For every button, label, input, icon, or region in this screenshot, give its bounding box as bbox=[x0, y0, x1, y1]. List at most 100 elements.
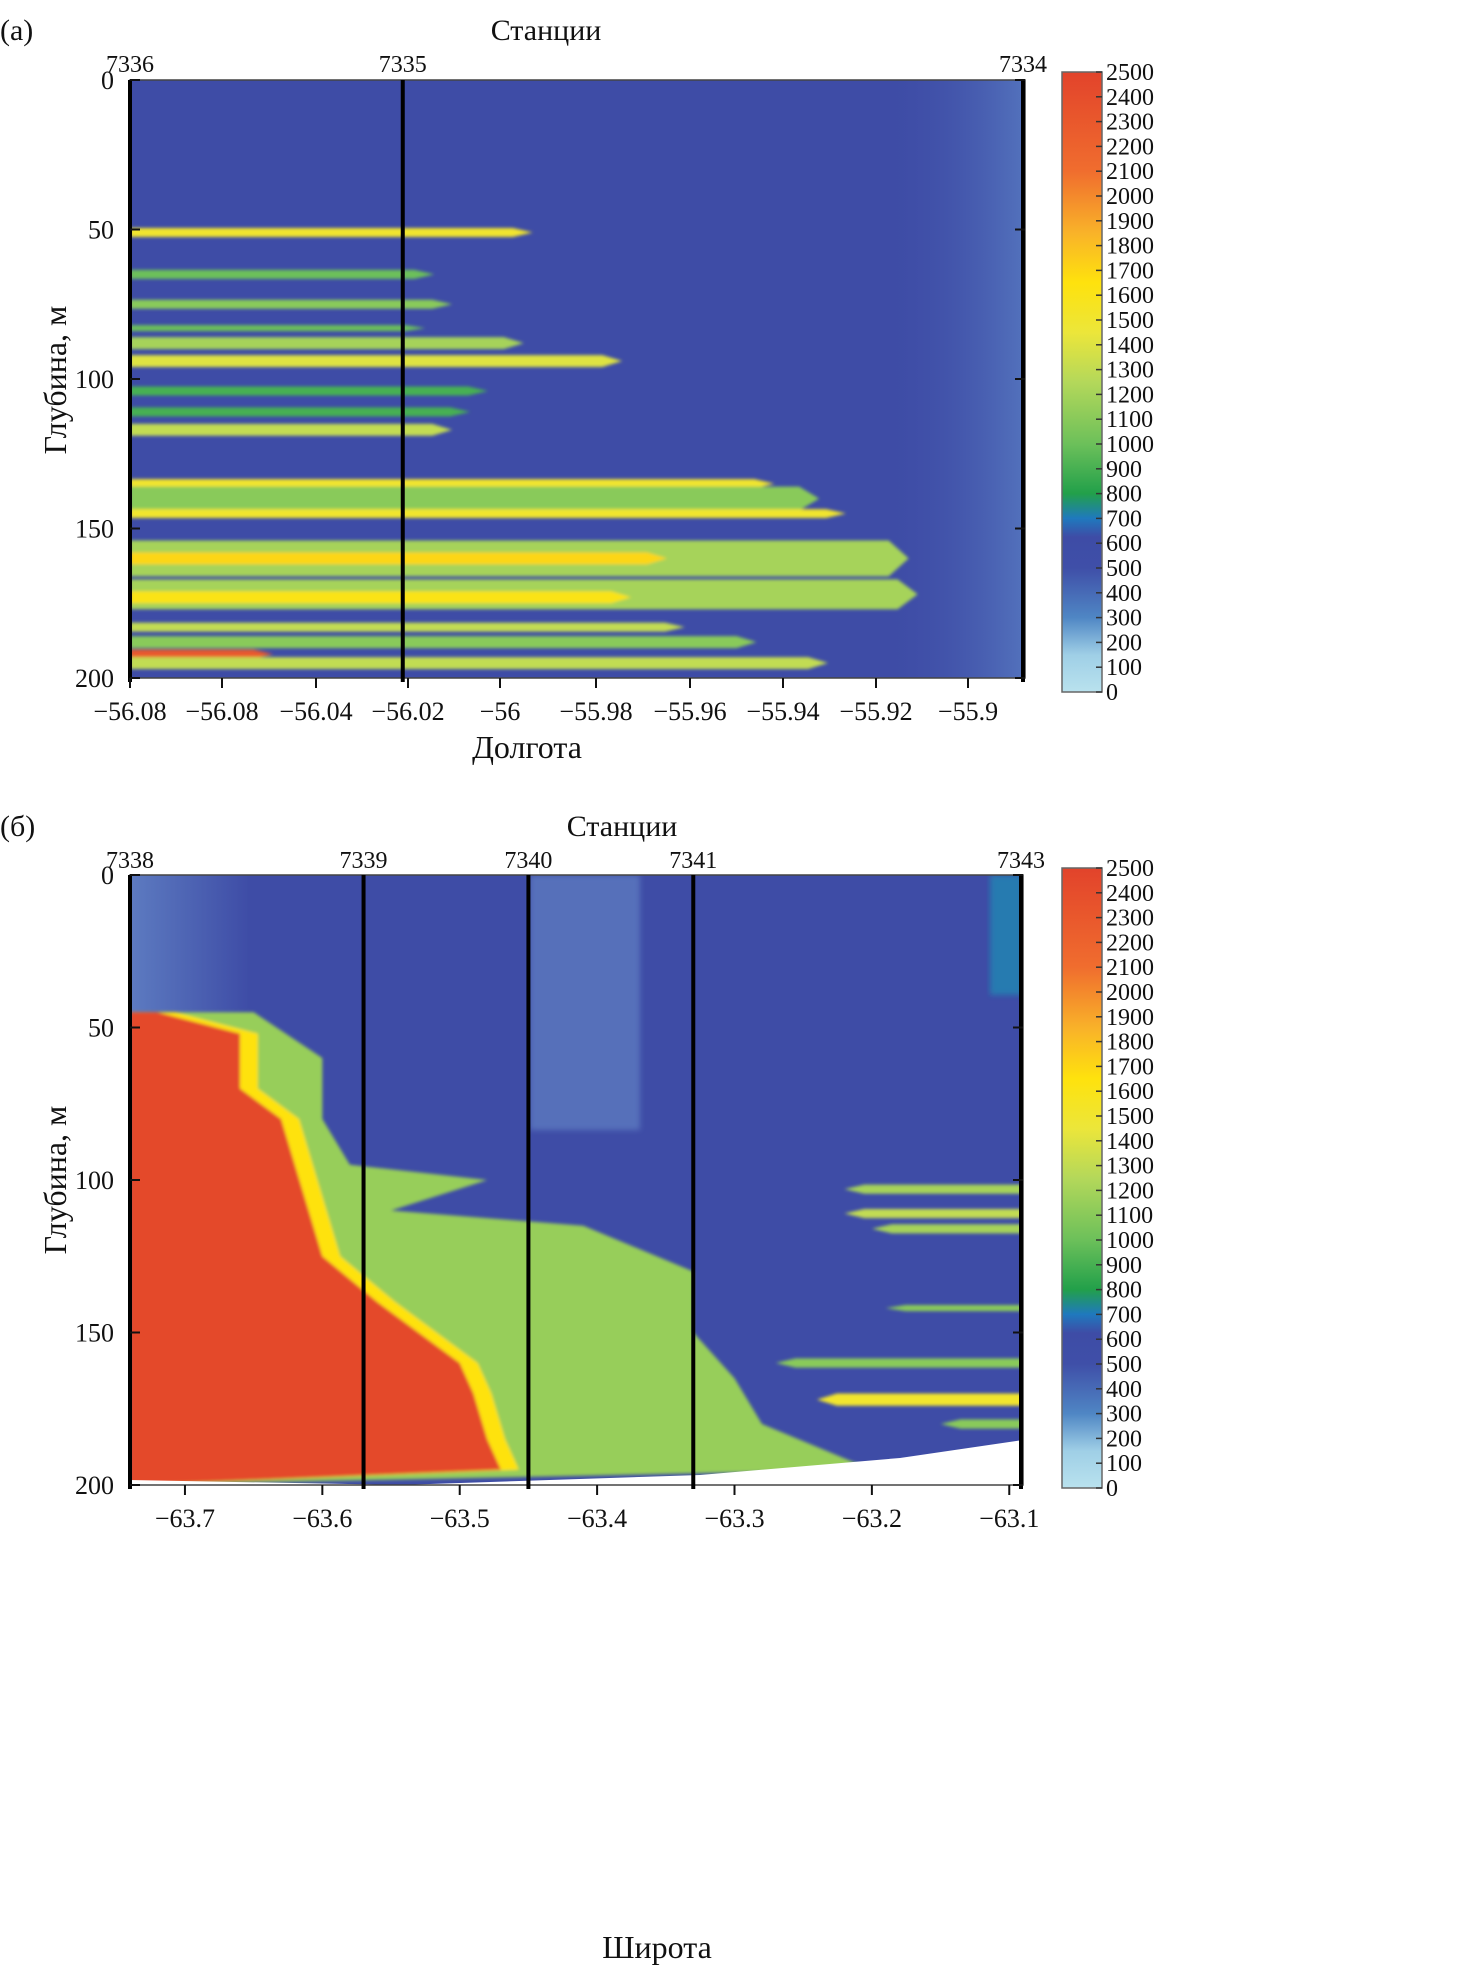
panel-a-colorbar-tick-label: 1000 bbox=[1106, 432, 1154, 458]
panel-a-x-tick-label: −55.92 bbox=[839, 697, 912, 726]
panel-a-colorbar-tick-label: 800 bbox=[1106, 482, 1142, 508]
panel-a-colorbar-tick-label: 2400 bbox=[1106, 85, 1154, 111]
panel-a-x-tick-label: −55.98 bbox=[559, 697, 632, 726]
panel-b-heat-band bbox=[844, 1208, 1023, 1219]
panel-b-colorbar-tick-label: 2500 bbox=[1106, 856, 1154, 882]
panel-b-colorbar-tick-label: 1200 bbox=[1106, 1178, 1154, 1204]
panel-b-colorbar-tick-label: 1000 bbox=[1106, 1228, 1154, 1254]
panel-a-heat-band bbox=[130, 657, 829, 670]
panel-a-right-fade bbox=[880, 80, 1025, 678]
panel-a-y-tick-label: 100 bbox=[75, 365, 114, 394]
panel-a-heat-band bbox=[130, 486, 820, 511]
panel-b-plot bbox=[130, 875, 1023, 1485]
panel-a-station-label: 7336 bbox=[106, 52, 154, 78]
panel-a-station-label: 7334 bbox=[999, 52, 1047, 78]
panel-b-colorbar-tick-label: 1300 bbox=[1106, 1154, 1154, 1180]
panel-a-y-tick-label: 150 bbox=[75, 515, 114, 544]
panel-a-colorbar-tick-label: 2500 bbox=[1106, 60, 1154, 86]
panel-a-colorbar-tick-label: 400 bbox=[1106, 581, 1142, 607]
panel-b-colorbar-tick-label: 1800 bbox=[1106, 1030, 1154, 1056]
panel-b-x-tick-label: −63.4 bbox=[567, 1504, 627, 1533]
panel-a-heat-band bbox=[130, 386, 488, 396]
panel-b-bottom-mask bbox=[130, 1440, 1023, 1485]
panel-b-colorbar-tick-label: 400 bbox=[1106, 1377, 1142, 1403]
panel-b-y-tick-label: 0 bbox=[101, 861, 114, 890]
panel-b-station-label: 7343 bbox=[997, 848, 1045, 874]
panel-b-colorbar-tick-label: 600 bbox=[1106, 1327, 1142, 1353]
panel-b-colorbar-tick-label: 2400 bbox=[1106, 881, 1154, 907]
panel-a-x-tick-label: −56.02 bbox=[371, 697, 444, 726]
panel-a-x-tick-label: −56.04 bbox=[279, 697, 352, 726]
panel-a-heat-band bbox=[130, 299, 453, 309]
panel-b-colorbar-tick-label: 2200 bbox=[1106, 930, 1154, 956]
panel-a-colorbar bbox=[1061, 71, 1103, 693]
panel-a-colorbar-tick-label: 500 bbox=[1106, 556, 1142, 582]
panel-a-x-tick-label: −56.08 bbox=[93, 697, 166, 726]
panel-a-colorbar-tick-label: 1900 bbox=[1106, 209, 1154, 235]
panel-b-light-column bbox=[530, 875, 640, 1130]
panel-a-colorbar-tick-label: 1600 bbox=[1106, 283, 1154, 309]
panel-a-x-tick-label: −56.08 bbox=[185, 697, 258, 726]
panel-b-colorbar-tick-label: 2000 bbox=[1106, 980, 1154, 1006]
panel-b-y-tick-label: 100 bbox=[75, 1166, 114, 1195]
panel-b-station-label: 7340 bbox=[504, 848, 552, 874]
panel-b-colorbar-tick-label: 0 bbox=[1106, 1476, 1118, 1502]
panel-a-station-labels: 7336 7335 7334 bbox=[106, 52, 1047, 78]
panel-b-y-tick-label: 200 bbox=[75, 1471, 114, 1500]
panel-b-colorbar-tick-label: 900 bbox=[1106, 1253, 1142, 1279]
panel-b-station-label: 7339 bbox=[340, 848, 388, 874]
panel-b-colorbar-tick-label: 1500 bbox=[1106, 1104, 1154, 1130]
panel-a-x-tick-label: −55.96 bbox=[653, 697, 726, 726]
panel-a-x-tick-label: −56 bbox=[480, 697, 521, 726]
panel-a-colorbar-tick-label: 1700 bbox=[1106, 258, 1154, 284]
panel-a-colorbar-tick-label: 2200 bbox=[1106, 134, 1154, 160]
panel-b-red-zone bbox=[130, 1012, 501, 1485]
panel-b-heat-band bbox=[816, 1393, 1023, 1406]
panel-b-colorbar-tick-label: 1400 bbox=[1106, 1129, 1154, 1155]
panel-a-y-axis-label: Глубина, м bbox=[37, 306, 73, 455]
panel-b-station-labels: 7338 7339 7340 7341 7343 bbox=[106, 848, 1045, 874]
panel-b-x-axis-label: Широта bbox=[602, 1929, 712, 1965]
panel-a-y-tick-label: 0 bbox=[101, 66, 114, 95]
panel-a-heat-band bbox=[130, 228, 533, 237]
panel-a-colorbar-tick-label: 300 bbox=[1106, 606, 1142, 632]
panel-a-x-tick-label: −55.94 bbox=[746, 697, 819, 726]
panel-b-colorbar-tick-label: 700 bbox=[1106, 1302, 1142, 1328]
panel-a-colorbar-tick-label: 2000 bbox=[1106, 184, 1154, 210]
panel-b-x-tick-label: −63.2 bbox=[842, 1504, 902, 1533]
panel-b-colorbar-tick-label: 1100 bbox=[1106, 1203, 1153, 1229]
panel-b-colorbar-tick-label: 200 bbox=[1106, 1426, 1142, 1452]
panel-a-heat-band bbox=[130, 622, 685, 632]
panel-b-x-tick-label: −63.5 bbox=[430, 1504, 490, 1533]
panel-a-colorbar-tick-label: 700 bbox=[1106, 506, 1142, 532]
panel-b-colorbar-tick-label: 800 bbox=[1106, 1278, 1142, 1304]
panel-a-colorbar-tick-label: 600 bbox=[1106, 531, 1142, 557]
panel-b-colorbar-tick-label: 100 bbox=[1106, 1451, 1142, 1477]
panel-a-heat-band bbox=[130, 325, 426, 332]
panel-b-colorbar-tick-label: 2100 bbox=[1106, 955, 1154, 981]
panel-a-colorbar-tick-label: 2300 bbox=[1106, 110, 1154, 136]
panel-a-label: (а) bbox=[0, 14, 33, 47]
panel-a-y-tick-label: 200 bbox=[75, 664, 114, 693]
panel-a-heat-band bbox=[130, 591, 632, 604]
panel-b-colorbar-tick-label: 1700 bbox=[1106, 1054, 1154, 1080]
panel-b-heat-band bbox=[844, 1184, 1023, 1194]
panel-b-heat-band bbox=[871, 1224, 1023, 1234]
panel-b-colorbar-tick-label: 1900 bbox=[1106, 1005, 1154, 1031]
panel-b-heat-band bbox=[885, 1305, 1023, 1312]
panel-b-title: Станции bbox=[567, 810, 678, 843]
panel-a-heat-band bbox=[130, 552, 667, 565]
panel-a-y-tick-label: 50 bbox=[88, 216, 114, 245]
panel-a-heat-band bbox=[130, 479, 775, 489]
panel-b-label: (б) bbox=[0, 810, 35, 843]
panel-b-colorbar-tick-label: 500 bbox=[1106, 1352, 1142, 1378]
panel-a-heat-band bbox=[130, 337, 524, 350]
panel-a-x-axis-label: Долгота bbox=[472, 729, 582, 765]
panel-b-y-tick-label: 50 bbox=[88, 1014, 114, 1043]
panel-b-upper-left-fade bbox=[130, 875, 250, 1035]
panel-b-right-teal-edge bbox=[990, 875, 1023, 995]
panel-b-x-tick-label: −63.1 bbox=[979, 1504, 1039, 1533]
panel-b-heat-band bbox=[775, 1358, 1023, 1368]
panel-b-colorbar-tick-label: 2300 bbox=[1106, 906, 1154, 932]
